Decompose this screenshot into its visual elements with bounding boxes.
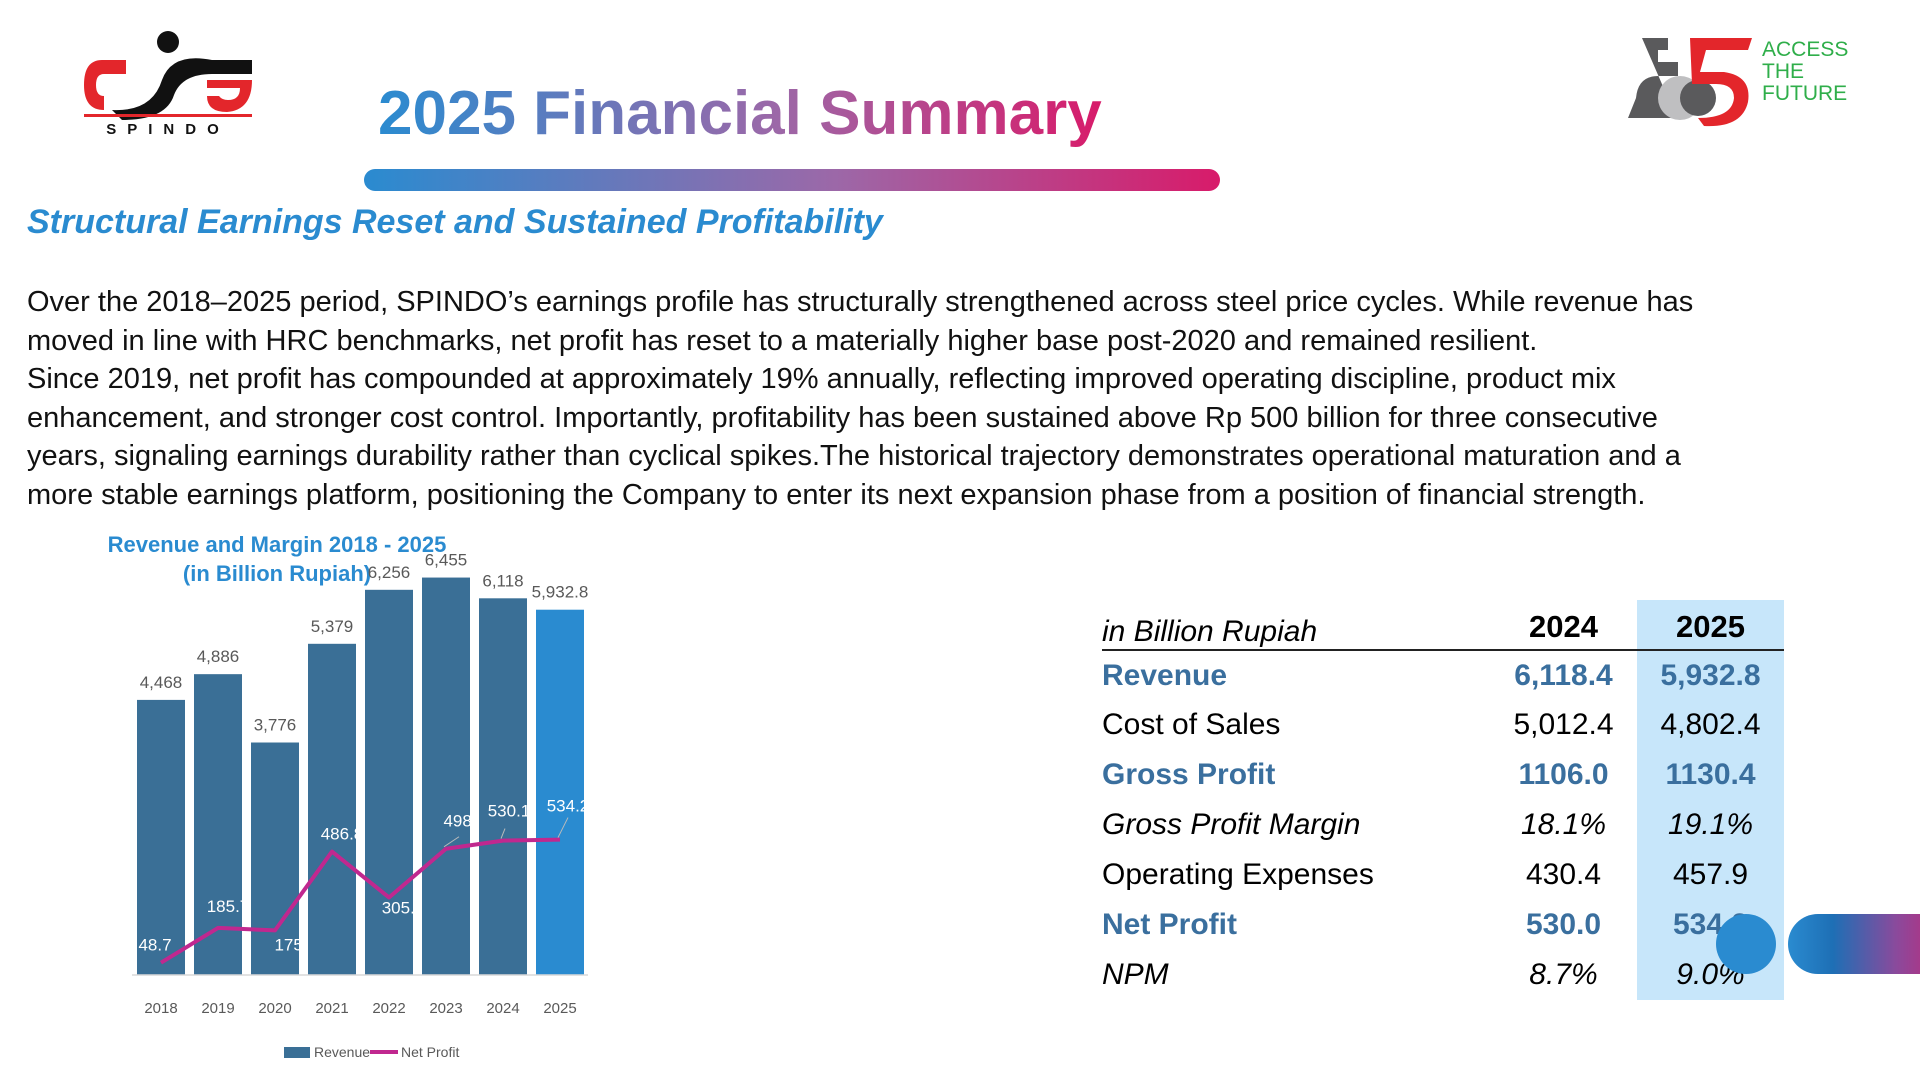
row-label: Operating Expenses — [1102, 858, 1374, 891]
table-header-row: in Billion Rupiah 2024 2025 — [1102, 600, 1784, 651]
svg-text:ACCESS: ACCESS — [1762, 38, 1848, 61]
revenue-bar — [308, 643, 356, 975]
leader-line — [500, 828, 506, 839]
net-profit-data-label: 534.2 — [547, 797, 590, 816]
revenue-data-label: 6,455 — [425, 551, 468, 570]
paragraph-line: moved in line with HRC benchmarks, net p… — [27, 324, 1538, 357]
leader-line — [443, 836, 460, 848]
value-2025: 457.9 — [1637, 850, 1784, 900]
paragraph-line: Over the 2018–2025 period, SPINDO’s earn… — [27, 286, 1694, 318]
value-2025: 5,932.8 — [1637, 650, 1784, 700]
decorative-gradient-pill — [1788, 914, 1920, 974]
title-gradient-bar — [364, 169, 1220, 191]
value-2024: 1106.0 — [1518, 758, 1609, 791]
value-2025: 4,802.4 — [1637, 700, 1784, 750]
legend-revenue-swatch — [284, 1047, 310, 1058]
net-profit-data-label: 305.8 — [382, 898, 425, 917]
x-tick-label: 2019 — [201, 1000, 234, 1017]
row-label: Net Profit — [1102, 908, 1237, 941]
unit-label: in Billion Rupiah — [1102, 600, 1490, 651]
row-label: Revenue — [1102, 658, 1228, 692]
revenue-data-label: 6,118 — [482, 571, 523, 590]
chart-subtitle: (in Billion Rupiah) — [182, 561, 372, 586]
paragraph-line: Since 2019, net profit has compounded at… — [27, 363, 1616, 396]
paragraph-line: more stable earnings platform, positioni… — [27, 478, 1646, 511]
value-2024: 5,012.4 — [1513, 708, 1614, 741]
revenue-bar — [536, 609, 584, 975]
table-row: Gross Profit 1106.0 1130.4 — [1102, 750, 1784, 800]
paragraph-line: enhancement, and stronger cost control. … — [27, 401, 1658, 434]
value-2025: 1130.4 — [1637, 750, 1784, 800]
x-tick-label: 2025 — [543, 1000, 576, 1017]
chart-title: Revenue and Margin 2018 - 2025 — [107, 532, 447, 557]
net-profit-data-label: 486.8 — [321, 825, 364, 844]
revenue-data-label: 4,886 — [197, 647, 240, 666]
net-profit-data-label: 185.7 — [207, 897, 250, 916]
access-the-future-logo: ACCESS THE FUTURE — [1628, 36, 1868, 133]
revenue-bar — [422, 577, 470, 975]
net-profit-data-label: 530.1 — [488, 802, 531, 821]
revenue-data-label: 4,468 — [140, 673, 183, 692]
legend-net-profit-label: Net Profit — [401, 1044, 459, 1060]
row-label: NPM — [1102, 958, 1169, 991]
financial-table: in Billion Rupiah 2024 2025 Revenue 6,118… — [1102, 600, 1784, 1000]
value-2024: 8.7% — [1529, 958, 1598, 991]
table-row: Gross Profit Margin 18.1% 19.1% — [1102, 800, 1784, 850]
x-tick-label: 2024 — [486, 1000, 519, 1017]
value-2024: 430.4 — [1525, 858, 1602, 891]
row-label: Cost of Sales — [1102, 708, 1281, 741]
net-profit-data-label: 48.7 — [138, 936, 171, 955]
revenue-bar — [479, 598, 527, 975]
x-tick-label: 2022 — [372, 1000, 405, 1017]
svg-text:SPINDO: SPINDO — [106, 121, 230, 138]
decorative-circle — [1716, 914, 1776, 974]
col-header-2024: 2024 — [1490, 600, 1637, 651]
table-row: NPM 8.7% 9.0% — [1102, 950, 1784, 1000]
table-row: Operating Expenses 430.4 457.9 — [1102, 850, 1784, 900]
net-profit-data-label: 498. — [443, 812, 476, 831]
x-tick-label: 2020 — [258, 1000, 291, 1017]
x-tick-label: 2021 — [315, 1000, 348, 1017]
paragraph-line: years, signaling earnings durability rat… — [27, 440, 1681, 473]
spindo-logo: SPINDO — [82, 30, 254, 143]
revenue-bar — [251, 742, 299, 975]
x-tick-label: 2018 — [144, 1000, 177, 1017]
page-title: 2025 Financial Summary — [378, 79, 1102, 148]
revenue-data-label: 5,932.8 — [532, 583, 589, 602]
revenue-bar — [137, 699, 185, 975]
summary-paragraph: Over the 2018–2025 period, SPINDO’s earn… — [27, 283, 1907, 515]
revenue-bar — [365, 589, 413, 975]
legend-revenue-label: Revenue — [314, 1044, 370, 1060]
svg-text:THE: THE — [1762, 60, 1804, 83]
revenue-bar — [194, 674, 242, 975]
col-header-2025: 2025 — [1637, 600, 1784, 651]
net-profit-line — [159, 837, 561, 965]
value-2024: 6,118.4 — [1514, 658, 1613, 692]
leader-line — [557, 817, 569, 838]
value-2024: 530.0 — [1525, 908, 1602, 941]
page-subtitle: Structural Earnings Reset and Sustained … — [27, 203, 883, 241]
table-row: Cost of Sales 5,012.4 4,802.4 — [1102, 700, 1784, 750]
revenue-data-label: 3,776 — [254, 716, 297, 735]
svg-text:FUTURE: FUTURE — [1762, 82, 1847, 105]
row-label: Gross Profit — [1102, 758, 1276, 791]
revenue-net-profit-chart: 4,468 2018 4,886 2019 3,776 2020 5,379 2021 6,25… — [132, 551, 590, 1060]
revenue-data-label: 6,256 — [368, 563, 411, 582]
table-row: Net Profit 530.0 534.2 — [1102, 900, 1784, 950]
table-row: Revenue 6,118.4 5,932.8 — [1102, 650, 1784, 700]
x-tick-label: 2023 — [429, 1000, 462, 1017]
value-2025: 19.1% — [1637, 800, 1784, 850]
revenue-data-label: 5,379 — [311, 617, 354, 636]
net-profit-data-label: 175. — [274, 935, 307, 954]
value-2024: 18.1% — [1520, 808, 1607, 841]
row-label: Gross Profit Margin — [1102, 808, 1361, 841]
